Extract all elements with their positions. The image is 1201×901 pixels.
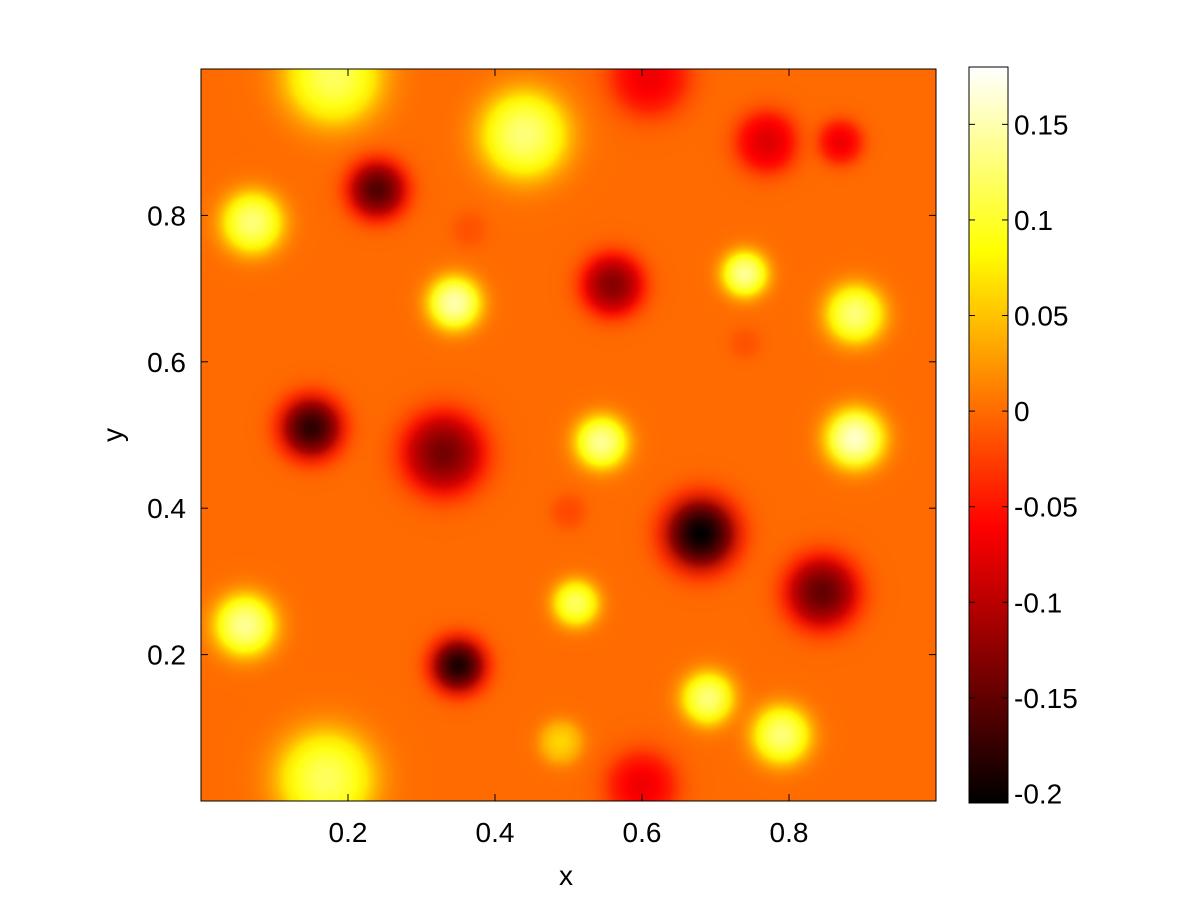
plot-frame xyxy=(200,68,937,802)
field-feature xyxy=(785,87,896,198)
colorbar-tick-label: -0.05 xyxy=(1014,492,1078,523)
field-feature xyxy=(344,354,543,553)
x-tick-label: 0.4 xyxy=(476,817,515,848)
y-axis-ticks: 0.2 0.4 0.6 0.8 xyxy=(147,200,936,671)
colorbar-tick-label: -0.1 xyxy=(1014,587,1062,618)
colorbar-ticks: 0.15 0.1 0.05 0 -0.05 -0.1 -0.15 -0.2 xyxy=(969,109,1078,809)
field-feature xyxy=(537,209,688,360)
field-feature xyxy=(708,662,855,801)
y-tick-label: 0.4 xyxy=(147,493,186,524)
x-axis-label: x xyxy=(559,860,573,891)
field-feature xyxy=(733,504,911,681)
field-feature xyxy=(782,365,928,512)
colorbar-tick-label: 0.05 xyxy=(1014,301,1069,332)
plot-area xyxy=(200,68,937,802)
y-tick-label: 0.6 xyxy=(147,347,186,378)
colorbar-tick-label: 0 xyxy=(1014,396,1030,427)
field-feature xyxy=(705,303,785,384)
field-feature xyxy=(518,546,634,661)
field-features xyxy=(201,69,928,801)
field-feature xyxy=(201,145,330,300)
y-axis-label: y xyxy=(97,428,128,442)
y-tick-label: 0.8 xyxy=(147,200,186,231)
colorbar-tick-label: 0.1 xyxy=(1014,205,1053,236)
colorbar: 0.15 0.1 0.05 0 -0.05 -0.1 -0.15 -0.2 xyxy=(968,66,1078,809)
field-feature xyxy=(204,657,448,801)
y-tick-label: 0.2 xyxy=(147,640,186,671)
field-feature xyxy=(524,467,613,556)
field-feature xyxy=(388,237,521,370)
field-feature xyxy=(782,241,928,387)
colorbar-gradient xyxy=(968,66,1009,804)
x-tick-label: 0.8 xyxy=(770,817,809,848)
x-tick-label: 0.6 xyxy=(623,817,662,848)
field-feature xyxy=(553,698,731,801)
field-feature xyxy=(687,216,803,332)
field-feature xyxy=(306,119,448,261)
field-feature xyxy=(392,599,525,732)
x-tick-label: 0.2 xyxy=(329,817,368,848)
colorbar-tick-label: -0.2 xyxy=(1014,778,1062,809)
colorbar-tick-label: 0.15 xyxy=(1014,109,1069,140)
x-axis-ticks: 0.2 0.4 0.6 0.8 xyxy=(329,69,809,848)
colorbar-tick-label: -0.15 xyxy=(1014,683,1078,714)
